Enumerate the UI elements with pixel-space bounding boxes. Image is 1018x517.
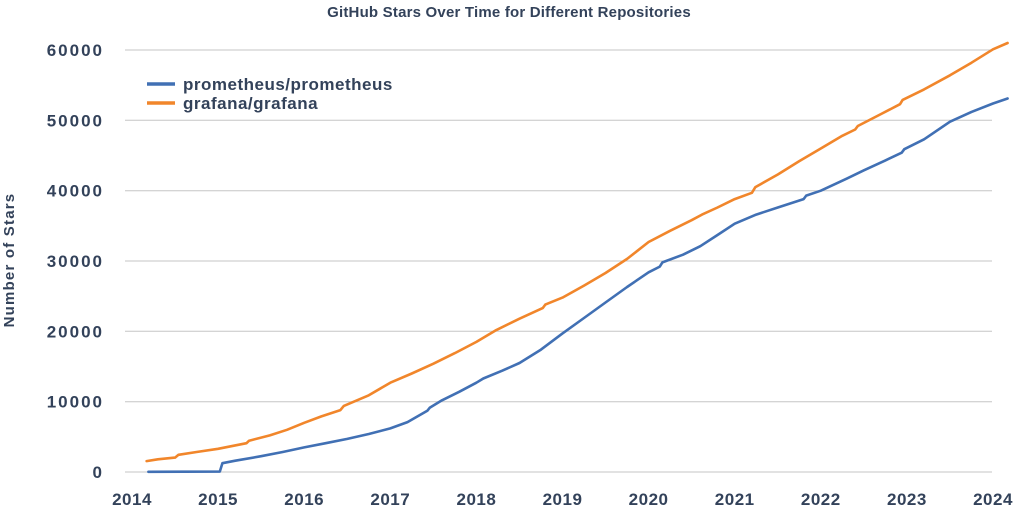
y-tick-label: 50000 <box>47 111 104 130</box>
series-line-grafana <box>145 41 1009 463</box>
x-tick-label: 2024 <box>973 490 1013 509</box>
y-axis-title: Number of Stars <box>1 192 18 328</box>
y-tick-label: 20000 <box>47 322 104 341</box>
x-tick-label: 2021 <box>715 490 755 509</box>
x-tick-label: 2018 <box>456 490 496 509</box>
x-tick-label: 2014 <box>112 490 152 509</box>
series-line-prometheus <box>147 97 1009 474</box>
y-tick-label: 40000 <box>47 182 104 201</box>
x-tick-label: 2019 <box>543 490 583 509</box>
y-tick-label: 0 <box>93 463 104 482</box>
chart-title: GitHub Stars Over Time for Different Rep… <box>327 4 691 21</box>
x-tick-label: 2020 <box>629 490 669 509</box>
y-tick-label: 60000 <box>47 41 104 60</box>
x-tick-label: 2022 <box>801 490 841 509</box>
x-tick-label: 2023 <box>887 490 927 509</box>
legend-label-prometheus: prometheus/prometheus <box>183 75 393 94</box>
x-tick-label: 2015 <box>198 490 238 509</box>
y-tick-label: 10000 <box>47 393 104 412</box>
x-tick-label: 2017 <box>370 490 410 509</box>
y-tick-label: 30000 <box>47 252 104 271</box>
legend-label-grafana: grafana/grafana <box>183 94 318 113</box>
x-tick-label: 2016 <box>284 490 324 509</box>
